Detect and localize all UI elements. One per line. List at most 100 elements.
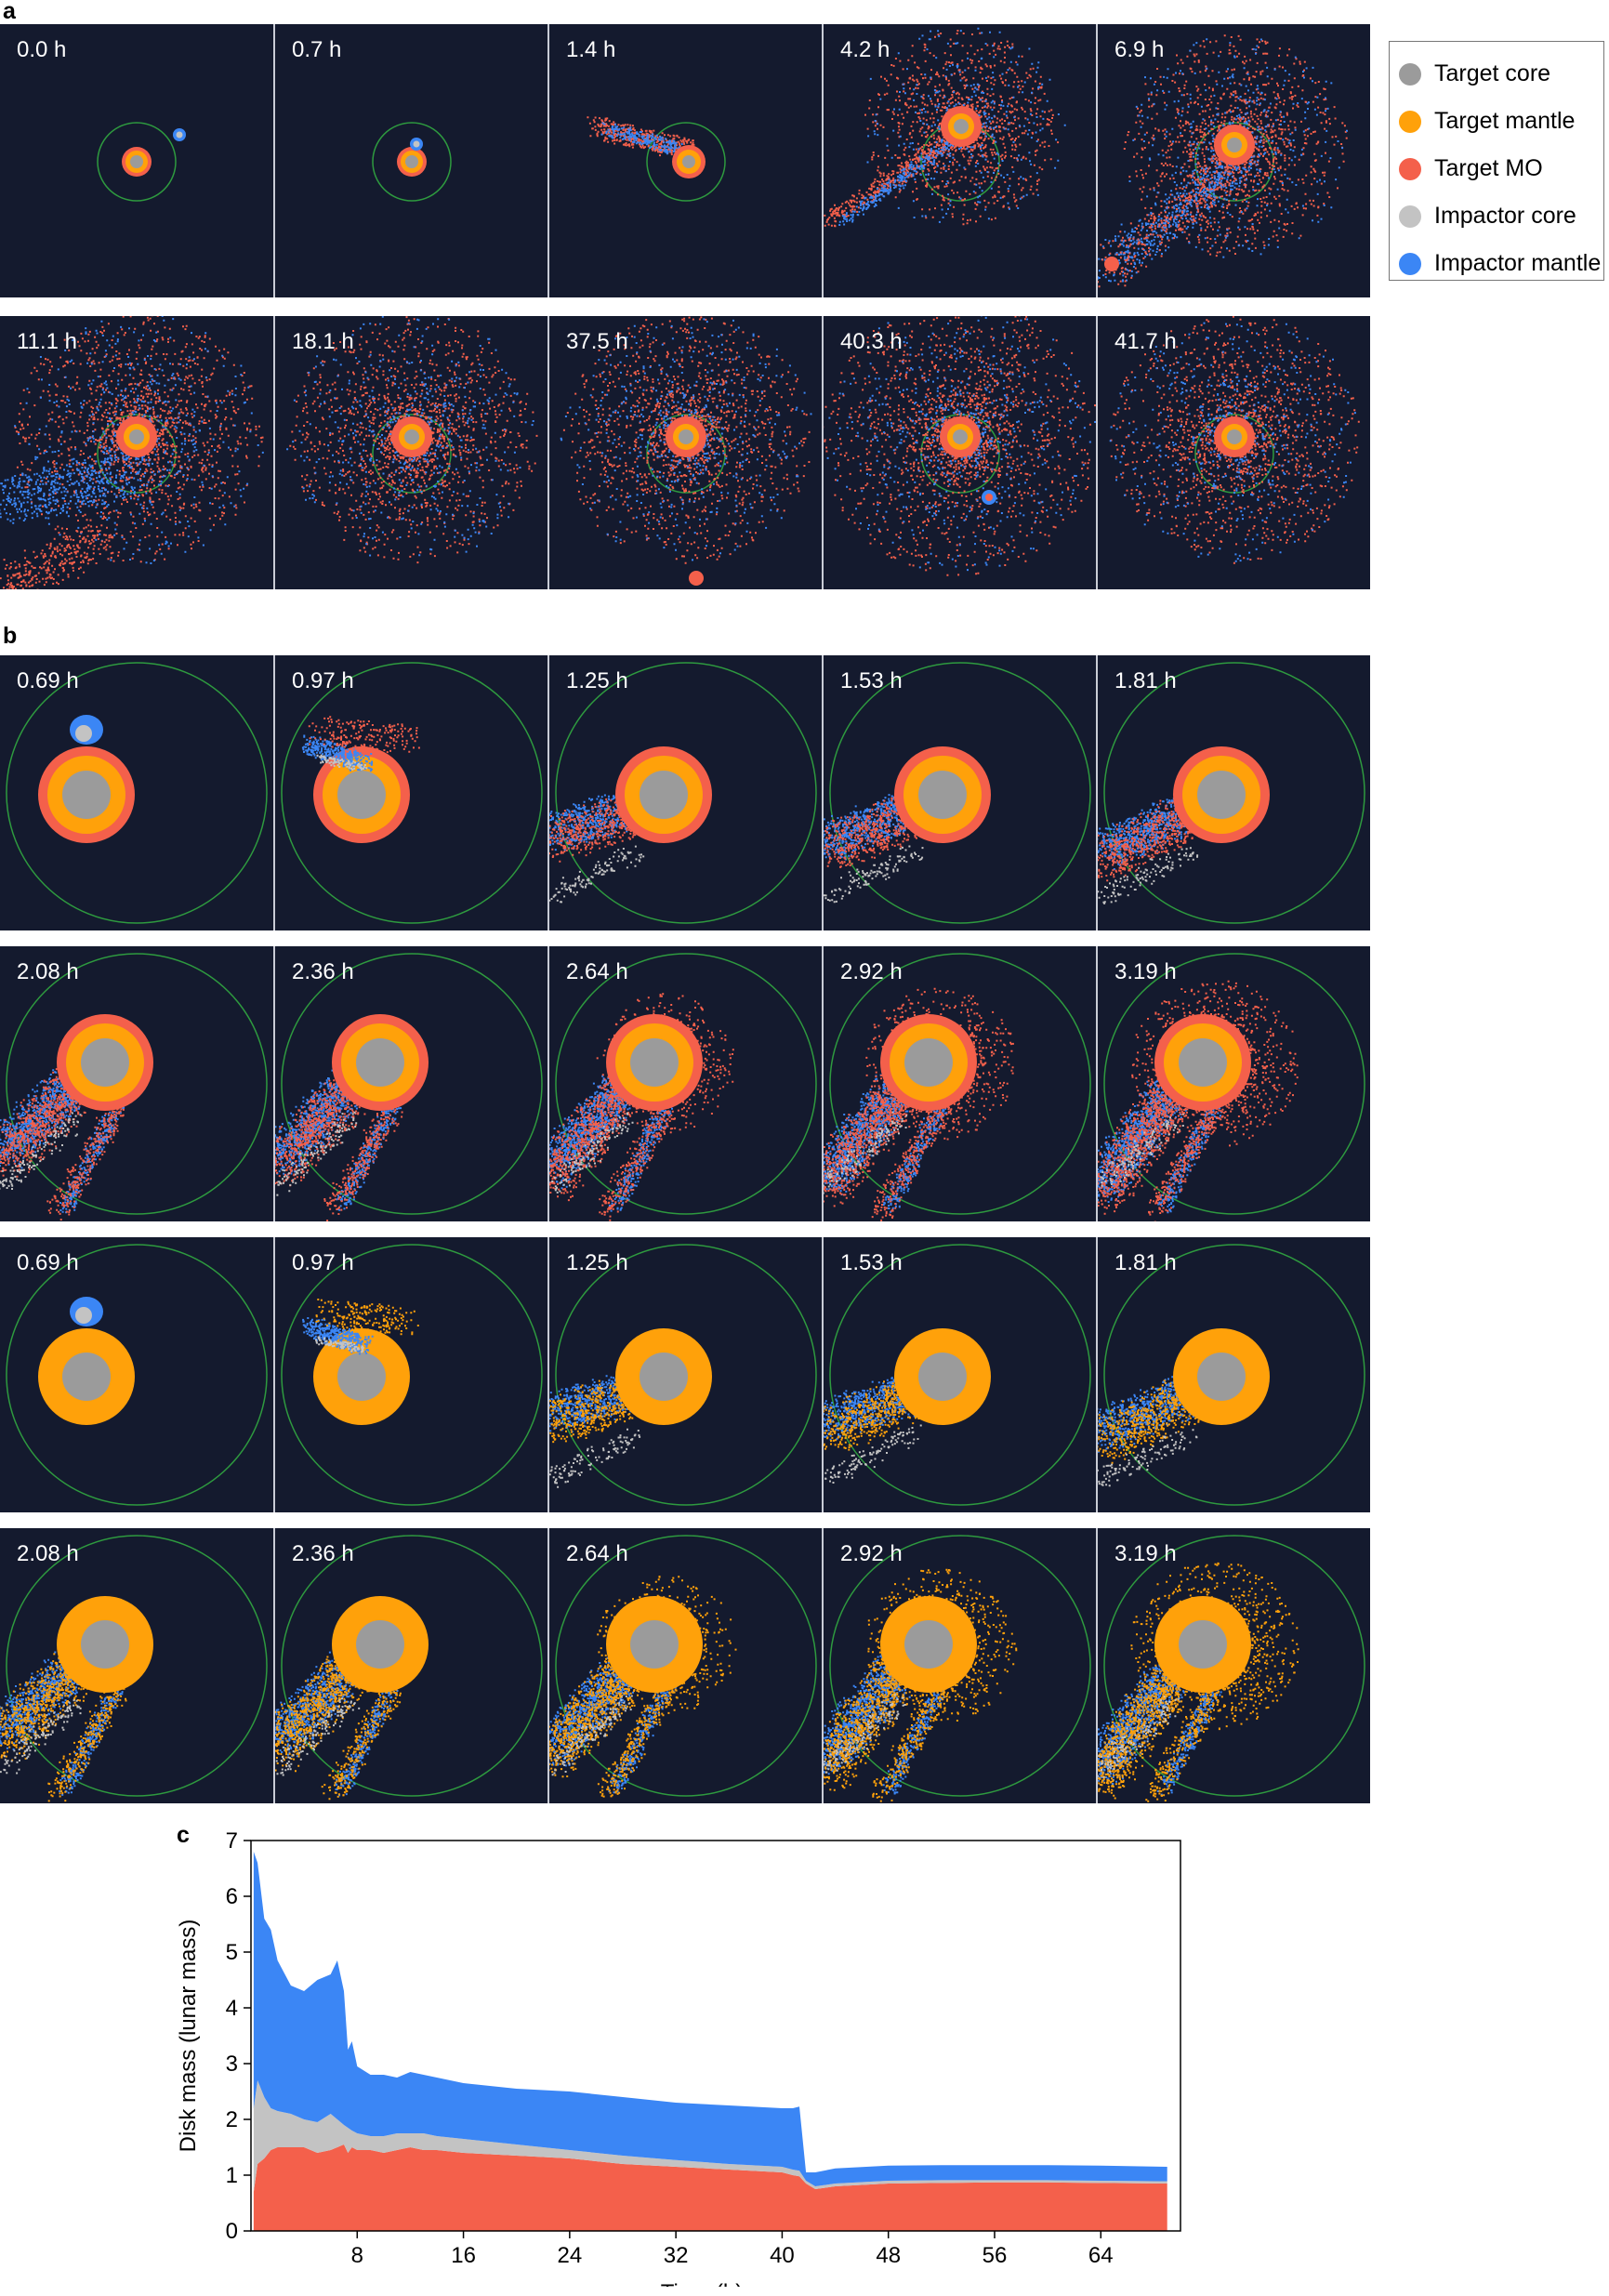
time-label: 1.4 h xyxy=(566,37,616,62)
time-label: 2.92 h xyxy=(840,1541,903,1566)
roche-circle xyxy=(555,1244,817,1506)
x-tick-label: 8 xyxy=(351,2243,363,2268)
roche-circle xyxy=(829,1244,1091,1506)
snapshot-illustration xyxy=(286,316,538,564)
legend-label: Target core xyxy=(1434,60,1551,86)
snapshot-illustration xyxy=(0,316,264,589)
panel-label-a: a xyxy=(3,0,16,24)
time-label: 0.69 h xyxy=(17,1250,79,1275)
section-b-row-4: 2.08 h 2.36 h 2.64 h 2.92 h 3.19 h xyxy=(0,1528,1370,1803)
legend-item-target-core: Target core xyxy=(1399,50,1603,98)
snapshot-panel: 2.92 h xyxy=(824,946,1096,1221)
impactor-mantle-swatch xyxy=(1399,252,1421,275)
snapshot-illustration xyxy=(587,116,726,202)
time-label: 3.19 h xyxy=(1114,959,1177,984)
roche-circle xyxy=(372,414,452,494)
snapshot-panel: 40.3 h xyxy=(824,316,1096,589)
snapshot-panel: 2.08 h xyxy=(0,946,273,1221)
snapshot-panel: 2.92 h xyxy=(824,1528,1096,1803)
time-label: 2.08 h xyxy=(17,1541,79,1566)
legend-item-target-mo: Target MO xyxy=(1399,145,1603,192)
plot-frame xyxy=(250,1840,1181,2232)
time-label: 18.1 h xyxy=(292,329,354,354)
snapshot-illustration xyxy=(6,1244,268,1506)
snapshot-panel: 1.53 h xyxy=(824,1237,1096,1512)
snapshot-illustration xyxy=(549,1535,817,1798)
x-tick-label: 64 xyxy=(1088,2243,1114,2268)
snapshot-panel: 0.0 h xyxy=(0,24,273,297)
target-mantle-swatch xyxy=(1399,110,1421,133)
time-label: 0.7 h xyxy=(292,37,342,62)
legend-label: Target mantle xyxy=(1434,108,1576,134)
legend-item-target-mantle: Target mantle xyxy=(1399,98,1603,145)
area-series-2 xyxy=(253,1852,1167,2186)
target-core-swatch xyxy=(1399,62,1421,86)
time-label: 0.69 h xyxy=(17,668,79,693)
roche-circle xyxy=(372,122,452,202)
x-tick-label: 56 xyxy=(983,2243,1008,2268)
roche-circle xyxy=(555,953,817,1215)
legend: Target core Target mantle Target MO Impa… xyxy=(1389,41,1604,281)
roche-circle xyxy=(1103,662,1365,924)
x-tick-label: 16 xyxy=(451,2243,476,2268)
snapshot-illustration xyxy=(97,122,186,202)
snapshot-panel: 0.69 h xyxy=(0,1237,273,1512)
section-a-row-2: 11.1 h 18.1 h 37.5 h 40.3 h 41.7 h xyxy=(0,316,1370,589)
y-tick-label: 5 xyxy=(226,1940,238,1965)
snapshot-illustration xyxy=(281,1244,543,1506)
y-tick-label: 7 xyxy=(226,1828,238,1854)
snapshot-illustration xyxy=(281,662,543,924)
time-label: 1.25 h xyxy=(566,668,628,693)
time-label: 0.0 h xyxy=(17,37,67,62)
time-label: 2.36 h xyxy=(292,959,354,984)
time-label: 40.3 h xyxy=(840,329,903,354)
disk-mass-chart: 01234567816243240485664Time (h)Disk mass… xyxy=(176,1828,1181,2287)
roche-circle xyxy=(646,122,726,202)
snapshot-panel: 1.81 h xyxy=(1098,655,1370,930)
snapshot-panel: 37.5 h xyxy=(549,316,822,589)
panel-label-c: c xyxy=(177,1822,190,1848)
y-tick-label: 2 xyxy=(226,2107,238,2132)
x-tick-label: 40 xyxy=(770,2243,795,2268)
roche-circle xyxy=(6,1535,268,1797)
roche-circle xyxy=(1103,953,1365,1215)
x-axis-label: Time (h) xyxy=(661,2280,743,2287)
snapshot-panel: 3.19 h xyxy=(1098,1528,1370,1803)
snapshot-illustration xyxy=(824,1535,1091,1802)
roche-circle xyxy=(97,414,177,494)
roche-circle xyxy=(6,953,268,1215)
snapshot-panel: 0.97 h xyxy=(275,1237,547,1512)
time-label: 3.19 h xyxy=(1114,1541,1177,1566)
section-b-row-3: 0.69 h 0.97 h 1.25 h 1.53 h 1.81 h xyxy=(0,1237,1370,1512)
time-label: 1.53 h xyxy=(840,668,903,693)
snapshot-panel: 2.36 h xyxy=(275,946,547,1221)
snapshot-illustration xyxy=(0,953,268,1221)
snapshot-panel: 2.64 h xyxy=(549,1528,822,1803)
time-label: 1.53 h xyxy=(840,1250,903,1275)
time-label: 41.7 h xyxy=(1114,329,1177,354)
area-series-1 xyxy=(253,2080,1167,2192)
snapshot-illustration xyxy=(824,953,1091,1221)
snapshot-panel: 0.69 h xyxy=(0,655,273,930)
snapshot-illustration xyxy=(549,662,817,924)
snapshot-illustration xyxy=(0,1535,268,1802)
roche-circle xyxy=(555,1535,817,1797)
snapshot-panel: 1.81 h xyxy=(1098,1237,1370,1512)
snapshot-panel: 6.9 h xyxy=(1098,24,1370,297)
x-tick-label: 48 xyxy=(876,2243,901,2268)
roche-circle xyxy=(281,662,543,924)
snapshot-illustration xyxy=(1109,316,1360,564)
snapshot-panel: 0.97 h xyxy=(275,655,547,930)
snapshot-panel: 2.64 h xyxy=(549,946,822,1221)
snapshot-panel: 3.19 h xyxy=(1098,946,1370,1221)
y-tick-label: 1 xyxy=(226,2163,238,2188)
legend-label: Impactor mantle xyxy=(1434,250,1602,276)
legend-item-impactor-core: Impactor core xyxy=(1399,192,1603,240)
roche-circle xyxy=(281,953,543,1215)
roche-circle xyxy=(829,953,1091,1215)
x-tick-label: 24 xyxy=(558,2243,583,2268)
roche-circle xyxy=(829,1535,1091,1797)
roche-circle xyxy=(6,662,268,924)
roche-circle xyxy=(6,1244,268,1506)
snapshot-illustration xyxy=(1098,34,1348,288)
